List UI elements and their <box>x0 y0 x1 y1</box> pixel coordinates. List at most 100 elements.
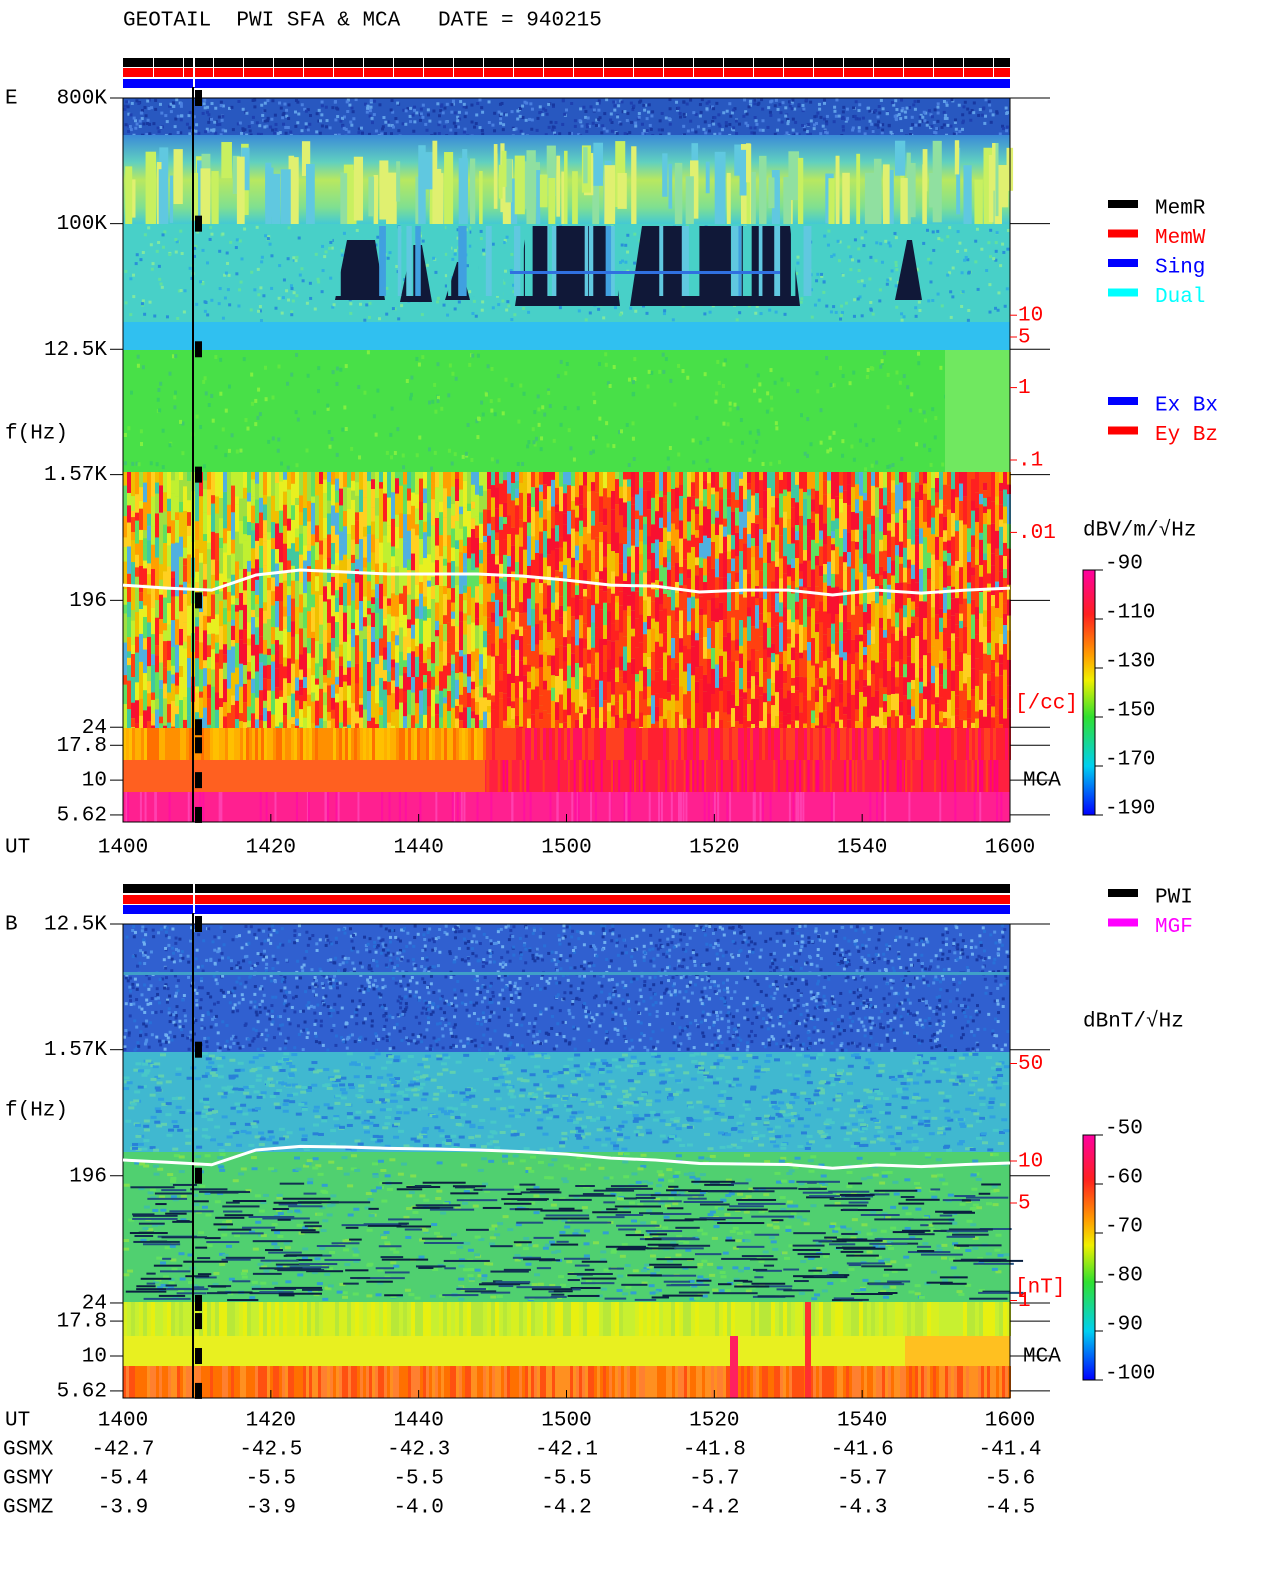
spectrum-speckle <box>278 131 282 135</box>
spectrum-cell <box>435 472 439 488</box>
spectrum-cell <box>455 540 459 549</box>
spectrum-speckle <box>250 401 254 406</box>
spectrum-cell <box>287 489 291 519</box>
spectrum-cell <box>331 542 335 565</box>
spectrum-cell <box>607 532 611 545</box>
spectrum-speckle <box>815 279 819 283</box>
spectrum-speckle <box>386 256 390 260</box>
spectrum-cell <box>743 627 747 658</box>
spectrum-speckle <box>165 120 169 124</box>
spectrum-speckle <box>869 300 873 304</box>
spectrum-speckle <box>825 122 829 126</box>
spectrum-cell <box>747 588 751 608</box>
spectrum-cell <box>699 567 703 597</box>
spectrum-speckle <box>963 100 967 104</box>
spectrum-cell <box>507 472 511 494</box>
spectrum-patch <box>335 240 385 300</box>
spectrum-speckle <box>202 464 206 469</box>
spectrum-streak <box>983 147 993 231</box>
spectrum-speckle <box>867 106 871 110</box>
spectrum-speckle <box>258 124 262 128</box>
spectrum-cell <box>827 646 831 658</box>
spectrum-speckle <box>295 255 299 259</box>
spectrum-streak <box>396 161 401 202</box>
spectrum-speckle <box>728 407 732 412</box>
spectrum-cell <box>363 567 367 597</box>
spectrum-speckle <box>909 126 913 130</box>
spectrum-cell <box>123 675 127 685</box>
spectrum-cell <box>299 687 303 696</box>
spectrum-cell <box>663 718 667 728</box>
spectrum-streak <box>232 155 240 194</box>
spectrum-cell <box>695 667 699 682</box>
spectrum-speckle <box>865 374 869 379</box>
spectrum-cell <box>203 668 207 687</box>
spectrum-cell <box>443 703 447 717</box>
spectrum-cell <box>703 658 707 675</box>
spectrum-speckle <box>141 250 145 254</box>
spectrum-cell <box>491 650 495 657</box>
spectrum-cell <box>455 643 459 652</box>
spectrum-cell <box>827 702 831 727</box>
spectrum-cell <box>127 673 131 681</box>
spectrum-speckle <box>350 123 354 127</box>
spectrum-cell <box>311 594 315 608</box>
spectrum-cell <box>751 698 755 725</box>
spectrum-cell <box>715 597 719 609</box>
spectrum-cell <box>651 472 655 498</box>
spectrum-speckle <box>221 104 225 108</box>
spectrum-speckle <box>313 307 317 311</box>
spectrum-speckle <box>501 128 505 132</box>
spectrum-speckle <box>512 290 516 294</box>
spectrum-cell <box>551 655 555 676</box>
spectrum-cell <box>311 701 315 724</box>
spectrum-speckle <box>490 366 494 371</box>
spectrum-cell <box>147 563 151 575</box>
spectrum-speckle <box>588 124 592 128</box>
spectrum-speckle <box>346 110 350 114</box>
spectrum-cell <box>563 709 567 723</box>
spectrum-cell <box>319 718 323 728</box>
spectrum-cell <box>543 531 547 558</box>
spectrum-speckle <box>133 119 137 123</box>
spectrum-speckle <box>363 318 367 322</box>
spectrum-speckle <box>132 295 136 299</box>
spectrum-speckle <box>755 439 759 444</box>
spectrum-cell <box>775 716 779 728</box>
spectrum-speckle <box>454 131 458 135</box>
spectrum-speckle <box>138 119 142 123</box>
spectrum-cell <box>323 538 327 560</box>
spectrum-speckle <box>980 247 984 251</box>
spectrum-speckle <box>689 119 693 123</box>
spectrum-streak <box>789 176 793 263</box>
spectrum-speckle <box>305 448 309 453</box>
spectrum-streak <box>894 140 906 176</box>
spectrum-speckle <box>257 293 261 297</box>
spectrum-cell <box>315 542 319 560</box>
spectrum-cell <box>743 699 747 717</box>
spectrum-speckle <box>714 399 718 404</box>
spectrum-speckle <box>921 115 925 119</box>
spectrum-cell <box>267 648 271 656</box>
spectrum-cell <box>223 608 227 625</box>
spectrum-cell <box>791 543 795 559</box>
spectrum-cell <box>483 472 487 491</box>
spectrum-cell <box>647 657 651 670</box>
spectrum-cell <box>423 532 427 559</box>
spectrum-speckle <box>216 123 220 127</box>
spectrum-cell <box>435 694 439 704</box>
spectrum-cell <box>607 588 611 604</box>
spectrum-cell <box>555 609 559 622</box>
spectrum-cell <box>299 482 303 496</box>
spectrum-cell <box>267 472 271 497</box>
spectrum-speckle <box>862 284 866 288</box>
spectrum-cell <box>347 578 351 606</box>
spectrum-cell <box>707 572 711 601</box>
spectrum-speckle <box>918 309 922 313</box>
spectrum-cell <box>359 601 363 624</box>
spectrum-cell <box>847 665 851 693</box>
spectrum-cell <box>811 723 815 728</box>
spectrum-speckle <box>749 99 753 103</box>
spectrum-streak <box>956 147 961 215</box>
spectrum-cell <box>579 615 583 639</box>
